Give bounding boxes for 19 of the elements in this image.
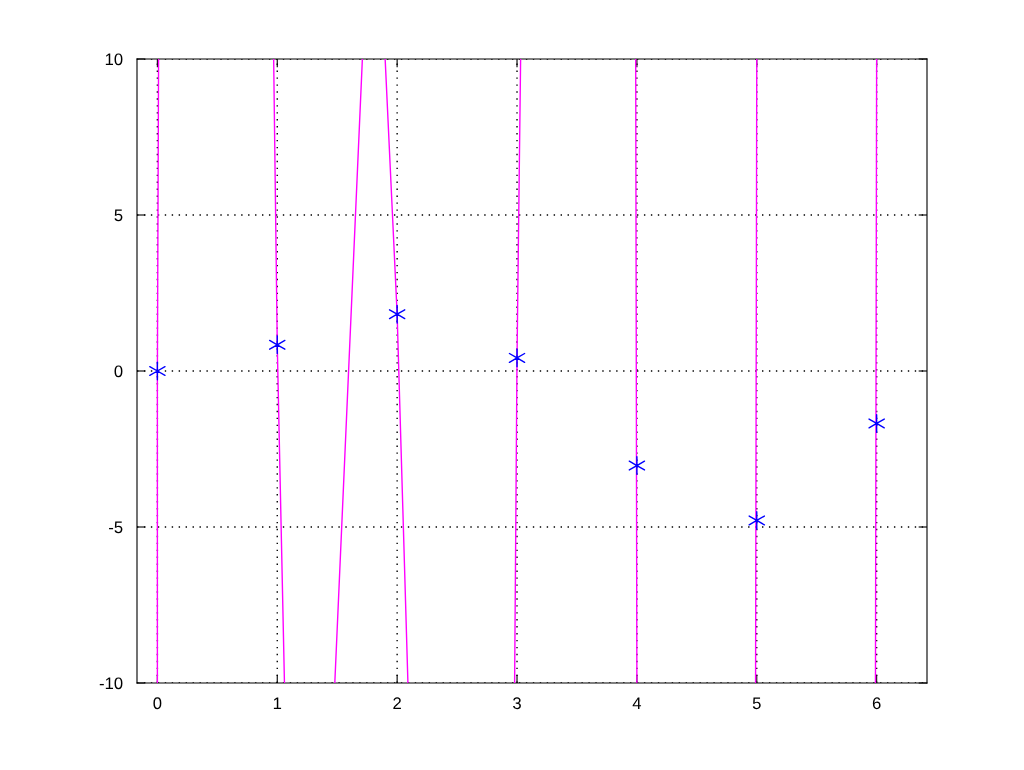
y-tick-label: 0 — [114, 365, 123, 378]
y-tick-label: -5 — [109, 521, 123, 534]
y-tick-label: 10 — [105, 53, 123, 66]
point — [748, 510, 766, 530]
point — [268, 335, 286, 355]
point — [388, 304, 406, 324]
x-tick-label: 1 — [273, 697, 282, 709]
point — [149, 361, 166, 381]
x-tick-label: 2 — [393, 697, 401, 709]
x-tick-label: 5 — [752, 697, 761, 710]
y-tick-label: 5 — [114, 209, 123, 222]
x-tick-label: 3 — [513, 697, 521, 710]
x-tick-label: 0 — [153, 697, 162, 710]
point — [868, 413, 885, 433]
point — [508, 348, 526, 368]
x-tick-label: 4 — [632, 697, 642, 709]
y-tick-label: -10 — [99, 677, 123, 690]
x-tick-label: 6 — [872, 697, 881, 710]
point — [628, 456, 646, 476]
